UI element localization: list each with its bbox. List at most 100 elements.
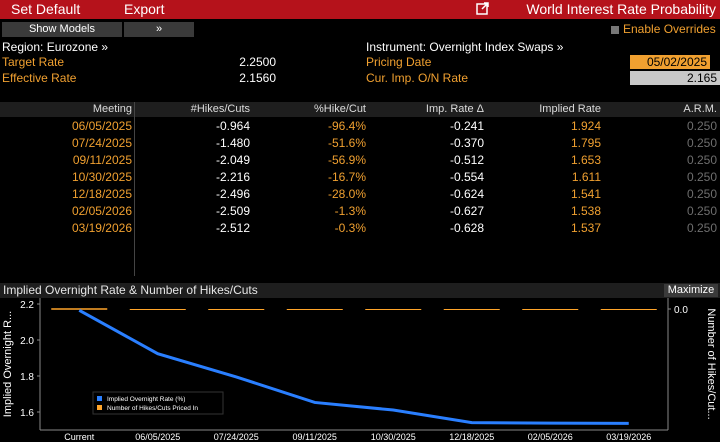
implied-rate-line — [78, 308, 629, 425]
table-cell: 0.250 — [686, 204, 717, 218]
table-row[interactable]: 06/05/2025 -0.964 -96.4% -0.241 1.924 0.250 — [0, 118, 720, 135]
implied-rate-chart: 2.22.01.81.60.0-1.0-2.0Current06/05/2025… — [2, 298, 717, 442]
target-rate-label: Target Rate — [2, 55, 65, 69]
show-models-button[interactable]: Show Models — [2, 22, 122, 37]
table-cell: -16.7% — [327, 170, 366, 184]
table-cell: 07/24/2025 — [71, 136, 132, 150]
table-cell: -2.216 — [215, 170, 250, 184]
expand-chevron-button[interactable]: » — [124, 22, 194, 37]
effective-rate-value: 2.1560 — [239, 71, 276, 85]
table-cell: 1.541 — [570, 187, 601, 201]
y2-axis-title: Number of Hikes/Cut... — [705, 308, 717, 419]
table-cell: 02/05/2026 — [71, 204, 132, 218]
table-cell: -96.4% — [327, 119, 366, 133]
col-implied-rate[interactable]: Implied Rate — [539, 103, 601, 115]
table-cell: -0.3% — [334, 221, 366, 235]
instrument-selector[interactable]: Instrument: Overnight Index Swaps » — [366, 40, 564, 54]
x-tick-label: 12/18/2025 — [449, 432, 494, 442]
legend-box — [92, 391, 224, 415]
table-row[interactable]: 09/11/2025 -2.049 -56.9% -0.512 1.653 0.250 — [0, 152, 720, 169]
table-cell: 1.924 — [570, 119, 601, 133]
table-row[interactable]: 10/30/2025 -2.216 -16.7% -0.554 1.611 0.250 — [0, 169, 720, 186]
table-cell: 0.250 — [686, 170, 717, 184]
bar-hikes-cuts — [129, 309, 186, 310]
table-cell: -2.512 — [215, 221, 250, 235]
y-tick-label: 2.2 — [20, 300, 34, 311]
cur-imp-rate-field: 2.165 — [630, 71, 720, 85]
x-tick-label: 07/24/2025 — [214, 432, 259, 442]
region-selector[interactable]: Region: Eurozone » — [2, 40, 109, 54]
table-row[interactable]: 02/05/2026 -2.509 -1.3% -0.627 1.538 0.250 — [0, 203, 720, 220]
x-tick-label: 06/05/2025 — [135, 432, 180, 442]
export-button[interactable]: Export — [124, 1, 165, 17]
y-tick-label: 1.8 — [20, 372, 34, 383]
table-cell: -56.9% — [327, 153, 366, 167]
col-hikes-cuts[interactable]: #Hikes/Cuts — [190, 103, 250, 115]
table-cell: -1.480 — [215, 136, 250, 150]
table-cell: -0.370 — [449, 136, 484, 150]
enable-overrides-checkbox[interactable] — [611, 26, 619, 34]
legend-label: Implied Overnight Rate (%) — [107, 396, 185, 403]
table-cell: 1.795 — [570, 136, 601, 150]
table-row[interactable]: 03/19/2026 -2.512 -0.3% -0.628 1.537 0.250 — [0, 220, 720, 237]
x-tick-label: Current — [64, 432, 95, 442]
table-cell: -0.627 — [449, 204, 484, 218]
pricing-date-label: Pricing Date — [366, 55, 432, 69]
table-cell: 0.250 — [686, 187, 717, 201]
table-cell: -0.512 — [449, 153, 484, 167]
effective-rate-label: Effective Rate — [2, 71, 77, 85]
table-cell: 06/05/2025 — [71, 119, 132, 133]
table-cell: 1.611 — [571, 170, 601, 184]
x-tick-label: 03/19/2026 — [606, 432, 651, 442]
table-cell: 10/30/2025 — [71, 170, 132, 184]
target-rate-value: 2.2500 — [239, 55, 276, 69]
table-cell: 1.537 — [570, 221, 601, 235]
table-cell: -2.496 — [215, 187, 250, 201]
column-divider — [134, 102, 135, 276]
pricing-date-input[interactable]: 05/02/2025 — [630, 55, 710, 69]
col-pct-hike-cut[interactable]: %Hike/Cut — [314, 103, 366, 115]
table-cell: -2.509 — [215, 204, 250, 218]
x-tick-label: 09/11/2025 — [293, 432, 337, 442]
maximize-button[interactable]: Maximize — [664, 284, 718, 297]
bar-hikes-cuts — [208, 309, 265, 310]
table-cell: 0.250 — [686, 221, 717, 235]
y-tick-label: 1.6 — [20, 408, 34, 419]
table-header: Meeting #Hikes/Cuts %Hike/Cut Imp. Rate … — [0, 102, 720, 117]
col-imp-rate-delta[interactable]: Imp. Rate Δ — [425, 103, 484, 115]
y2-tick-label: 0.0 — [674, 305, 688, 316]
legend-label: Number of Hikes/Cuts Priced In — [107, 405, 198, 412]
bar-hikes-cuts — [600, 309, 657, 310]
col-meeting[interactable]: Meeting — [92, 103, 132, 115]
enable-overrides-label[interactable]: Enable Overrides — [623, 22, 716, 36]
window-title: World Interest Rate Probability — [526, 1, 716, 17]
top-toolbar: Set Default Export World Interest Rate P… — [0, 0, 720, 19]
table-cell: -1.3% — [334, 204, 366, 218]
y-tick-label: 2.0 — [20, 336, 34, 347]
bar-hikes-cuts — [286, 309, 343, 310]
y-axis-title: Implied Overnight R... — [2, 311, 14, 417]
table-cell: 12/18/2025 — [71, 187, 132, 201]
table-row[interactable]: 07/24/2025 -1.480 -51.6% -0.370 1.795 0.250 — [0, 135, 720, 152]
table-row[interactable]: 12/18/2025 -2.496 -28.0% -0.624 1.541 0.250 — [0, 186, 720, 203]
table-cell: 0.250 — [686, 153, 717, 167]
table-cell: 0.250 — [686, 119, 717, 133]
bar-hikes-cuts — [443, 309, 500, 310]
open-external-icon[interactable] — [476, 2, 489, 15]
chart-panel-title: Implied Overnight Rate & Number of Hikes… — [3, 283, 258, 297]
table-cell: -0.624 — [449, 187, 484, 201]
table-cell: -0.628 — [449, 221, 484, 235]
bar-hikes-cuts — [365, 309, 422, 310]
cur-imp-rate-label: Cur. Imp. O/N Rate — [366, 71, 469, 85]
set-default-button[interactable]: Set Default — [11, 1, 81, 17]
x-tick-label: 10/30/2025 — [371, 432, 416, 442]
col-arm[interactable]: A.R.M. — [683, 103, 717, 115]
bar-hikes-cuts — [522, 309, 579, 310]
table-cell: -0.554 — [449, 170, 484, 184]
table-cell: -0.241 — [449, 119, 484, 133]
table-cell: 03/19/2026 — [71, 221, 132, 235]
table-cell: -2.049 — [215, 153, 250, 167]
table-cell: 09/11/2025 — [72, 153, 132, 167]
chart-panel-header: Implied Overnight Rate & Number of Hikes… — [0, 283, 720, 298]
table-cell: -51.6% — [327, 136, 366, 150]
